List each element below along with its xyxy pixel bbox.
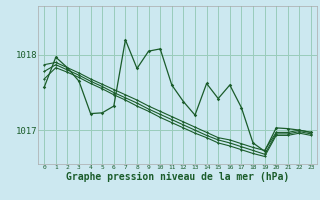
X-axis label: Graphe pression niveau de la mer (hPa): Graphe pression niveau de la mer (hPa)	[66, 172, 289, 182]
